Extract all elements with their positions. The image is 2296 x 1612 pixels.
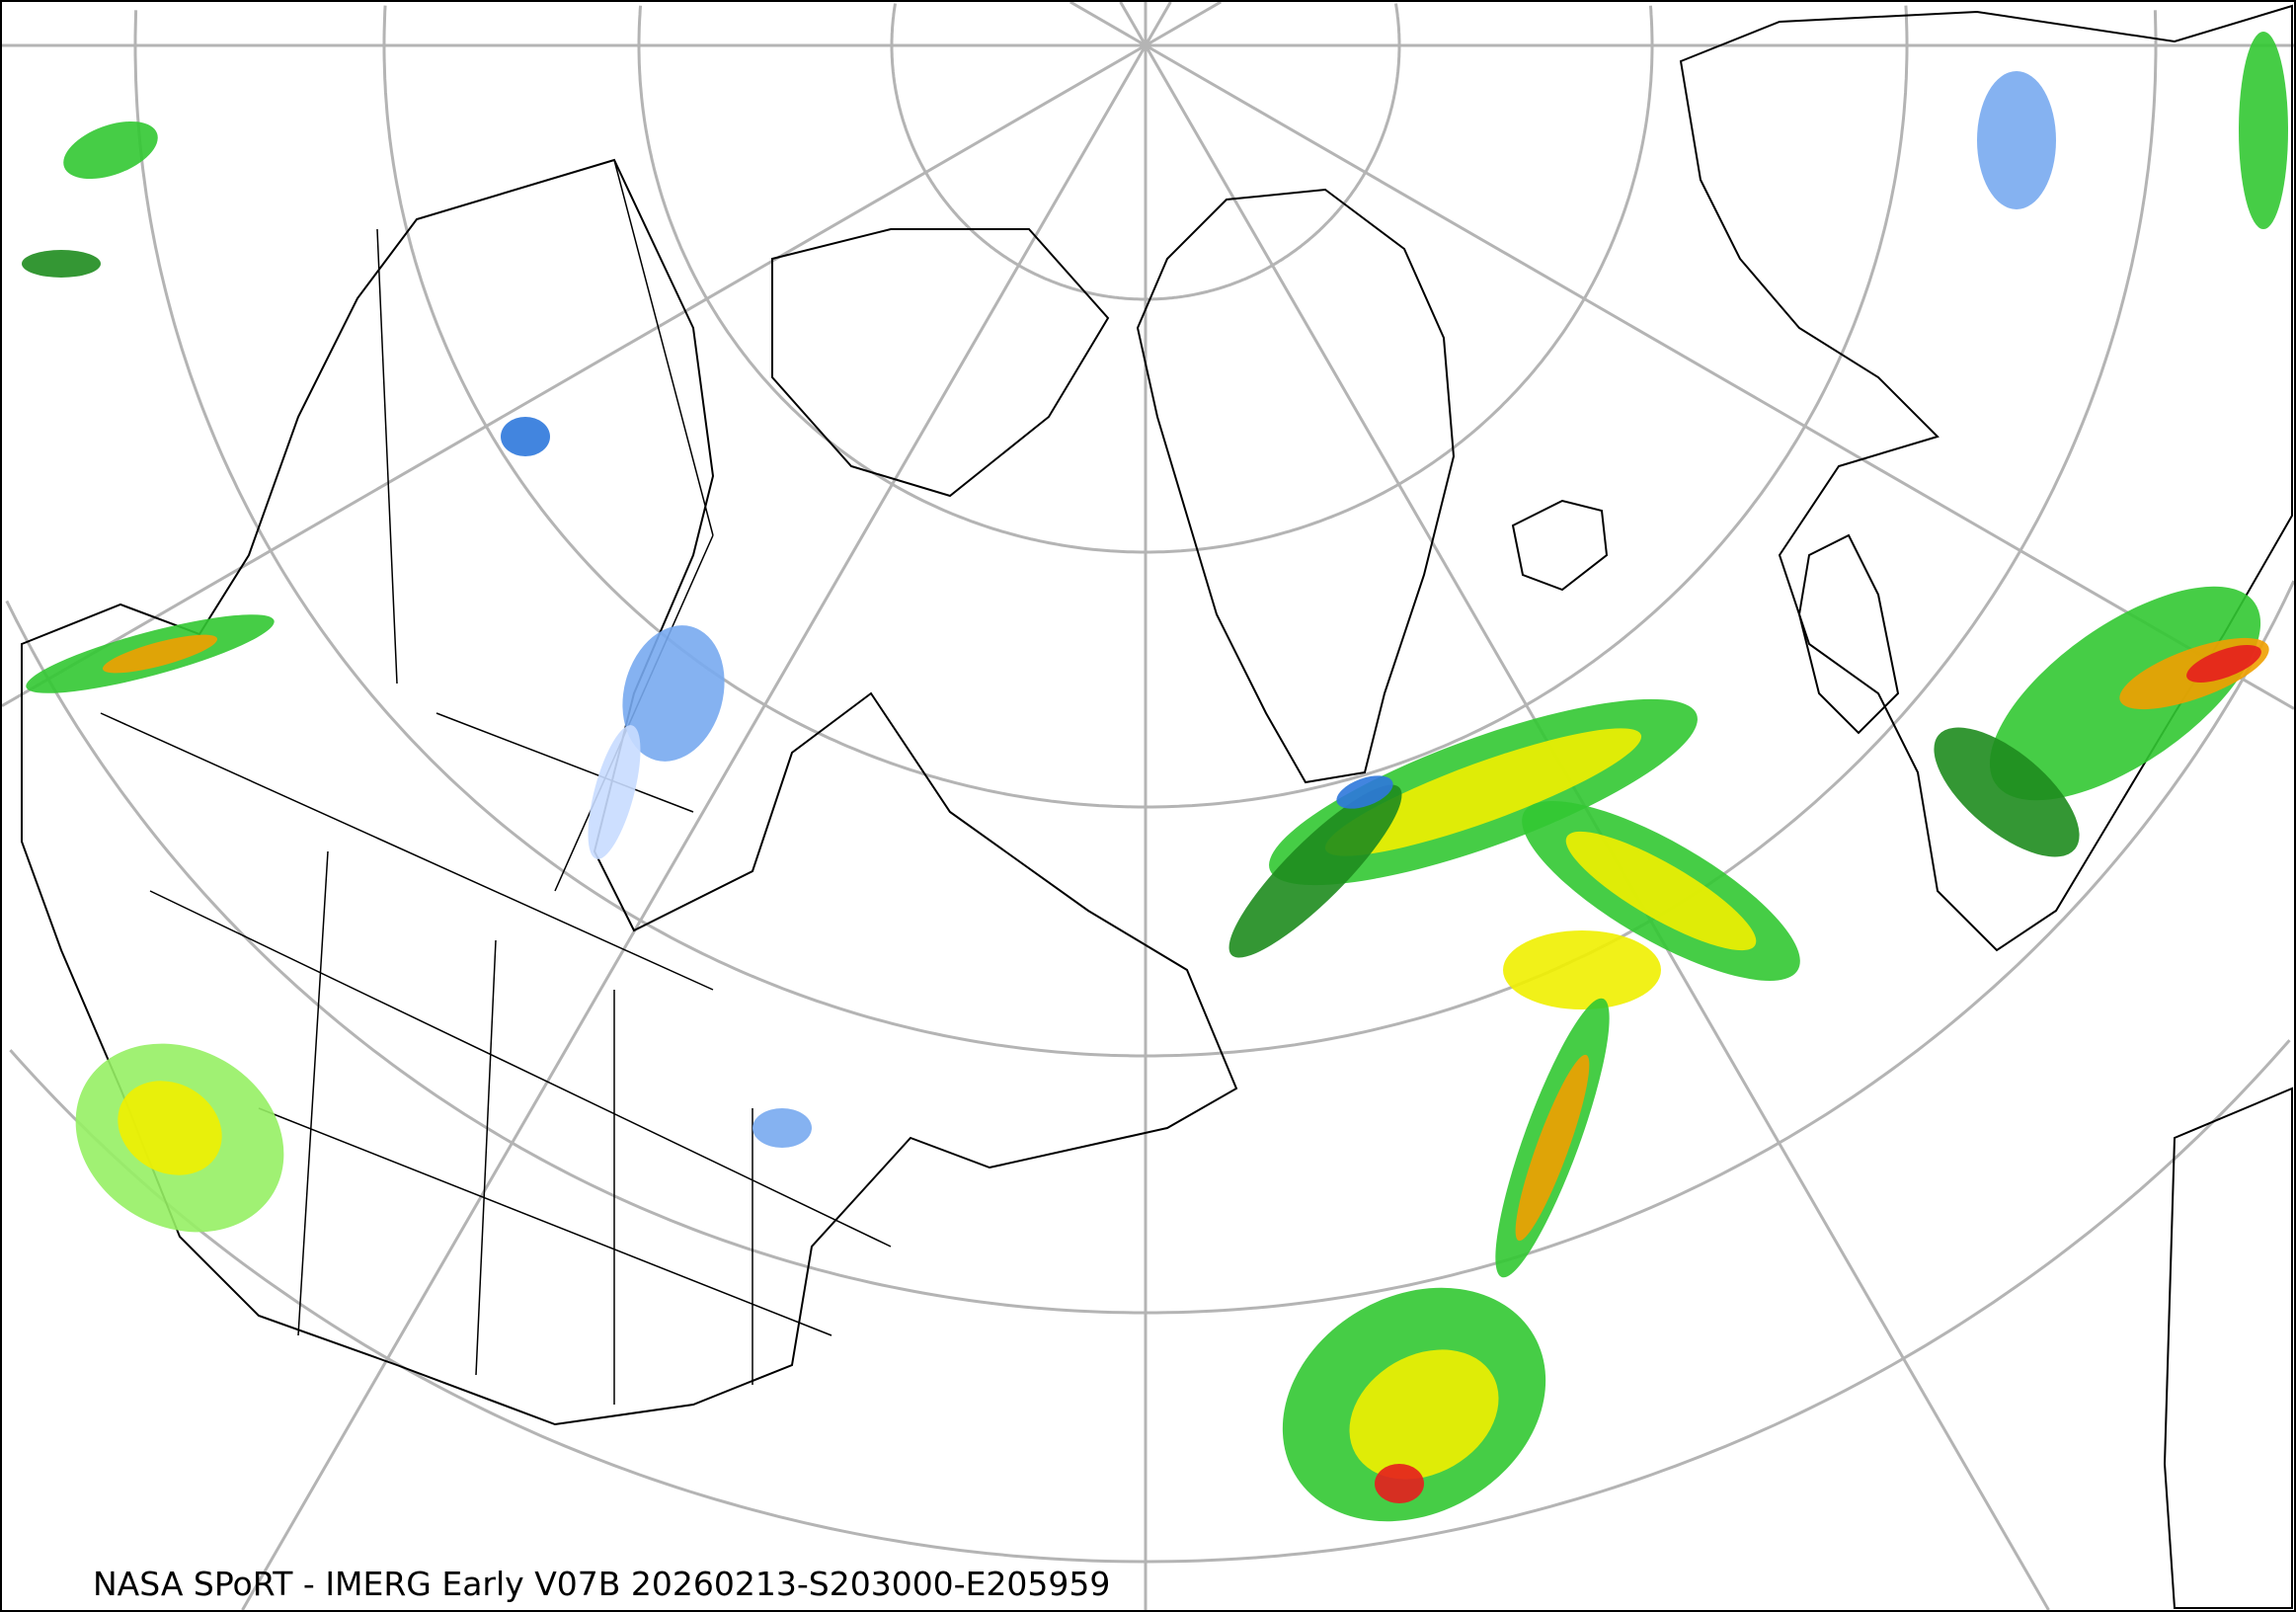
- precip-area: [1515, 1054, 1590, 1242]
- snow-area: [501, 417, 550, 456]
- greenland-outline: [1136, 188, 1456, 784]
- canada-provinces-borders: [376, 159, 714, 892]
- precip-area: [1228, 784, 1402, 958]
- precipitation-field: [22, 32, 2288, 1522]
- arctic-islands-outline: [771, 228, 1110, 498]
- precip-area: [102, 634, 218, 674]
- iceland-outline: [1511, 499, 1609, 592]
- meridian-line: [241, 44, 1148, 1610]
- precip-area: [1565, 831, 1757, 951]
- us-states-borders: [100, 712, 892, 1405]
- coastlines-and-borders: [21, 4, 2293, 1609]
- latitude-circle: [5, 580, 2294, 1315]
- meridian-line: [1145, 43, 2294, 710]
- north-america-outline: [21, 158, 1238, 1426]
- snow-area: [622, 625, 725, 762]
- snow-area: [1977, 71, 2056, 209]
- precip-area: [118, 1081, 222, 1175]
- meridian-line: [1119, 2, 1148, 46]
- meridian-line: [1069, 2, 1147, 47]
- precip-area: [63, 121, 158, 180]
- precip-area: [1503, 930, 1661, 1009]
- latitude-circle: [890, 3, 1401, 301]
- precip-area: [1934, 727, 2080, 857]
- latitude-circle: [382, 5, 1909, 809]
- map-caption: NASA SPoRT - IMERG Early V07B 20260213-S…: [93, 1565, 1111, 1603]
- meridian-line: [1144, 2, 1172, 46]
- precip-area: [1375, 1464, 1424, 1503]
- precip-area: [2239, 32, 2288, 229]
- snow-area: [752, 1108, 812, 1148]
- meridian-line: [1145, 2, 1222, 47]
- snow-area: [1336, 775, 1393, 809]
- snow-area: [588, 725, 641, 859]
- precip-area: [1349, 1349, 1499, 1480]
- precip-area: [2186, 645, 2261, 683]
- latitude-circle: [637, 5, 1654, 554]
- uk-outline: [1797, 533, 1900, 735]
- africa-outline: [2163, 1087, 2293, 1609]
- meridian-line: [2, 43, 1147, 707]
- latitude-circle: [9, 1039, 2291, 1564]
- precip-area: [1324, 728, 1642, 856]
- europe-outline: [1679, 4, 2293, 952]
- precip-area: [22, 250, 101, 278]
